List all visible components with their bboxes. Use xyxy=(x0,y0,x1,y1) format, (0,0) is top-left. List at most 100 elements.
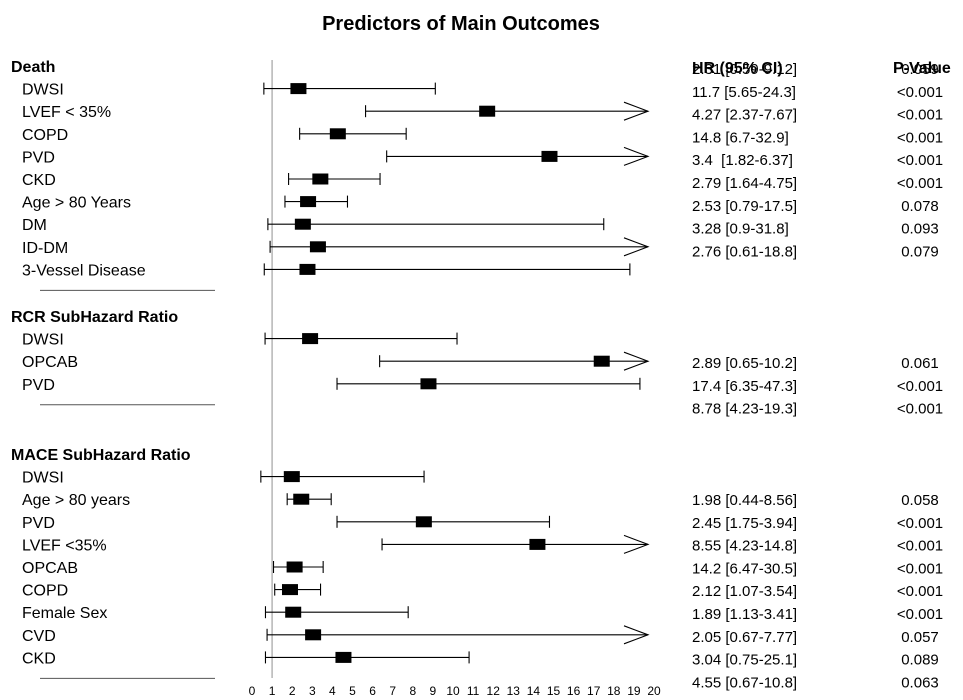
x-tick-label: 3 xyxy=(309,684,316,698)
p-value: 0.061 xyxy=(901,355,939,372)
x-tick-label: 11 xyxy=(467,684,480,698)
row-label: DM xyxy=(22,217,47,234)
point-estimate xyxy=(420,378,437,390)
point-estimate xyxy=(299,263,316,275)
ci-arrow xyxy=(623,625,650,645)
x-tick-label: 13 xyxy=(507,684,521,698)
hr-ci-value: 4.55 [0.67-10.8] xyxy=(692,674,797,691)
row-label: Female Sex xyxy=(22,605,107,622)
row-label: PVD xyxy=(22,149,55,166)
point-estimate xyxy=(281,584,298,596)
x-tick-label: 15 xyxy=(547,684,561,698)
hr-ci-value: 2.89 [0.65-10.2] xyxy=(692,355,797,372)
row-label: Age > 80 Years xyxy=(22,195,131,212)
hr-column-header: HR (95% CI) xyxy=(692,60,783,77)
hr-ci-value: 2.12 [1.07-3.54] xyxy=(692,583,797,600)
p-value: 0.059 xyxy=(901,61,939,78)
p-value: 0.079 xyxy=(901,243,939,260)
hr-ci-value: 2.45 [1.75-3.94] xyxy=(692,515,797,532)
point-estimate xyxy=(285,606,302,618)
hr-ci-value: 1.98 [0.44-8.56] xyxy=(692,492,797,509)
hr-ci-value: 8.78 [4.23-19.3] xyxy=(692,401,797,418)
x-tick-label: 0 xyxy=(249,684,256,698)
point-estimate xyxy=(294,218,311,230)
point-estimate xyxy=(293,493,310,505)
point-estimate xyxy=(329,128,346,140)
chart-title: Predictors of Main Outcomes xyxy=(322,13,600,35)
p-value: <0.001 xyxy=(897,107,943,124)
point-estimate xyxy=(305,629,322,641)
hr-ci-value: 14.2 [6.47-30.5] xyxy=(692,560,797,577)
row-label: PVD xyxy=(22,515,55,532)
row-label: Age > 80 years xyxy=(22,492,130,509)
hr-ci-value: 14.8 [6.7-32.9] xyxy=(692,129,789,146)
section-title: MACE SubHazard Ratio xyxy=(11,447,191,464)
hr-ci-value: 2.79 [1.64-4.75] xyxy=(692,175,797,192)
ci-arrow xyxy=(623,146,650,166)
hr-ci-value: 1.89 [1.13-3.41] xyxy=(692,606,797,623)
p-value-column-header: P-Value xyxy=(893,60,951,77)
p-value: <0.001 xyxy=(897,538,943,555)
plot-area: Death DWSI LVEF < 35% COPD PVD CKD Age > 80 Ye… xyxy=(11,59,943,698)
p-value: <0.001 xyxy=(897,175,943,192)
p-value: 0.078 xyxy=(901,198,939,215)
point-estimate xyxy=(283,471,300,483)
row-label: COPD xyxy=(22,583,68,600)
p-value: 0.093 xyxy=(901,221,939,238)
p-value: <0.001 xyxy=(897,378,943,395)
hr-ci-value: 2.05 [0.67-7.77] xyxy=(692,629,797,646)
hr-ci-value: 3.04 [0.75-25.1] xyxy=(692,652,797,669)
row-label: CKD xyxy=(22,650,56,667)
row-label: CKD xyxy=(22,172,56,189)
x-tick-label: 10 xyxy=(446,684,460,698)
p-value: 0.063 xyxy=(901,674,939,691)
row-label: DWSI xyxy=(22,470,64,487)
row-label: DWSI xyxy=(22,332,64,349)
x-tick-label: 18 xyxy=(607,684,621,698)
row-label: OPCAB xyxy=(22,354,78,371)
hr-ci-value: 11.7 [5.65-24.3] xyxy=(692,84,796,101)
p-value: <0.001 xyxy=(897,84,943,101)
x-tick-label: 9 xyxy=(430,684,437,698)
x-tick-label: 4 xyxy=(329,684,336,698)
x-tick-label: 1 xyxy=(269,684,276,698)
ci-arrow xyxy=(623,351,650,371)
row-label: LVEF < 35% xyxy=(22,104,111,121)
x-tick-label: 16 xyxy=(567,684,581,698)
point-estimate xyxy=(302,333,319,345)
point-estimate xyxy=(300,196,317,208)
point-estimate xyxy=(286,561,303,573)
x-tick-label: 6 xyxy=(369,684,376,698)
point-estimate xyxy=(479,105,496,117)
point-estimate xyxy=(312,173,329,185)
p-value: <0.001 xyxy=(897,152,943,169)
p-value: <0.001 xyxy=(897,583,943,600)
p-value: <0.001 xyxy=(897,606,943,623)
p-value: <0.001 xyxy=(897,401,943,418)
hr-ci-value: 17.4 [6.35-47.3] xyxy=(692,378,797,395)
section-title: RCR SubHazard Ratio xyxy=(11,309,178,326)
x-tick-label: 5 xyxy=(349,684,356,698)
p-value: 0.057 xyxy=(901,629,939,646)
p-value: <0.001 xyxy=(897,515,943,532)
point-estimate xyxy=(593,355,610,367)
row-label: OPCAB xyxy=(22,560,78,577)
x-tick-label: 2 xyxy=(289,684,296,698)
x-tick-label: 8 xyxy=(409,684,416,698)
p-value: <0.001 xyxy=(897,129,943,146)
section-title: Death xyxy=(11,59,55,76)
hr-ci-value: 3.28 [0.9-31.8] xyxy=(692,221,789,238)
row-label: PVD xyxy=(22,377,55,394)
hr-ci-value: 2.76 [0.61-18.8] xyxy=(692,243,797,260)
point-estimate xyxy=(290,83,307,95)
row-label: COPD xyxy=(22,127,68,144)
point-estimate xyxy=(529,538,546,550)
point-estimate xyxy=(415,516,432,528)
x-tick-label: 20 xyxy=(647,684,661,698)
p-value: 0.058 xyxy=(901,492,939,509)
hr-ci-value: 4.27 [2.37-7.67] xyxy=(692,107,797,124)
x-tick-label: 14 xyxy=(527,684,541,698)
hr-ci-value: 2.31 [0.59-9.12] xyxy=(692,61,797,78)
row-label: CVD xyxy=(22,628,56,645)
